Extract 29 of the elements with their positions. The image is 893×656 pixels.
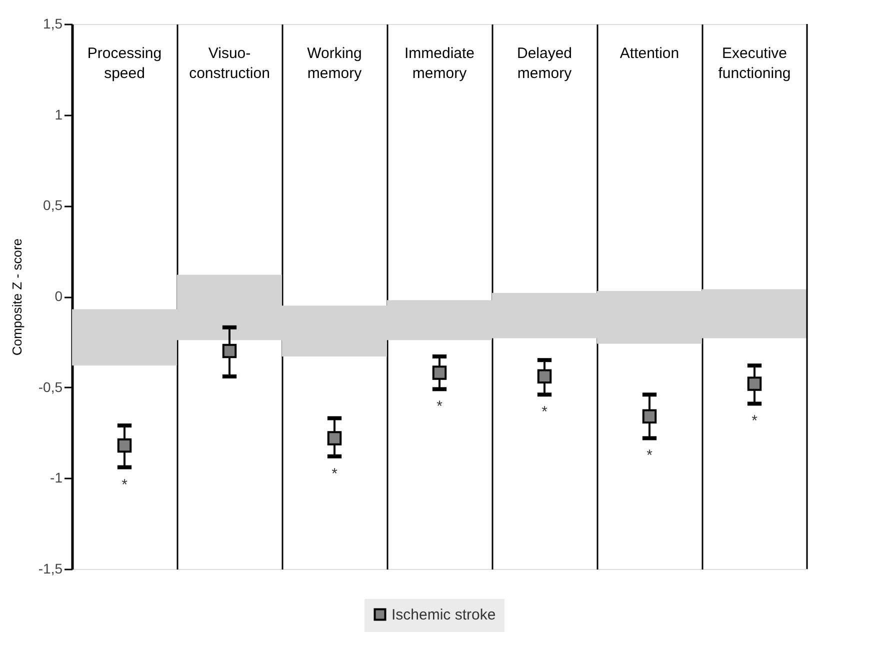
y-tick-label: 0,5 bbox=[43, 197, 63, 214]
point bbox=[117, 438, 132, 453]
annotation: * bbox=[646, 447, 653, 464]
annotation: * bbox=[332, 465, 338, 482]
x-tick-label: Delayed memory bbox=[516, 45, 572, 82]
annotation: * bbox=[436, 398, 443, 416]
y-tick-label: -1 bbox=[50, 470, 63, 486]
y-tick-label: 1 bbox=[54, 106, 63, 122]
point bbox=[642, 409, 657, 424]
x-tick-label: Immediate memory bbox=[404, 45, 475, 82]
annotation: * bbox=[752, 412, 758, 430]
x-tick-label: Attention bbox=[620, 45, 680, 62]
x-tick-label: Executive functioning bbox=[718, 45, 791, 82]
y-tick-label: -1,5 bbox=[38, 560, 63, 576]
point bbox=[747, 376, 762, 391]
y-tick-label: 1,5 bbox=[43, 16, 63, 32]
y-tick-label: 0 bbox=[54, 288, 63, 304]
y-axis-title: Composite Z - score bbox=[9, 238, 24, 356]
point bbox=[432, 366, 447, 380]
x-tick-label: Processing speed bbox=[87, 45, 162, 82]
point bbox=[327, 431, 342, 446]
legend-label: Ischemic stroke bbox=[392, 606, 496, 624]
x-tick-label: Visuo-construction bbox=[189, 45, 270, 82]
point bbox=[537, 369, 552, 384]
annotation: * bbox=[542, 404, 548, 421]
x-tick-label: Working memory bbox=[307, 45, 362, 82]
annotation: * bbox=[122, 476, 128, 494]
y-tick-label: -0,5 bbox=[38, 378, 63, 395]
point bbox=[222, 344, 237, 358]
